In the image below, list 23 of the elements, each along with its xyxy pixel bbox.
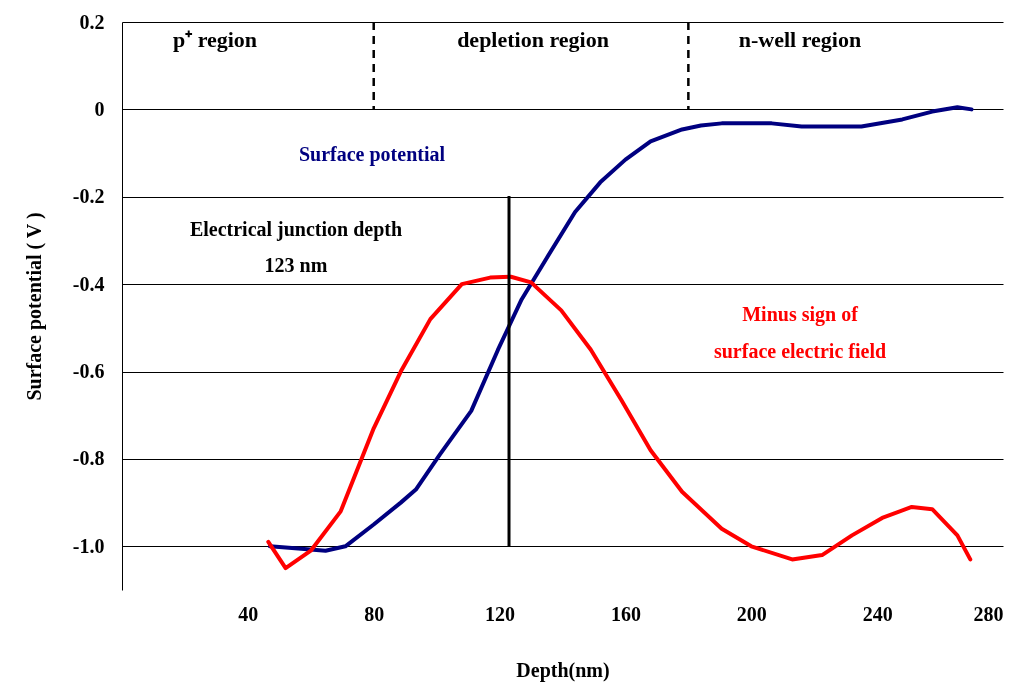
y-tick-label: -0.4 [72,272,105,295]
y-tick-label: -0.8 [72,447,105,470]
line-series [266,274,973,571]
x-tick-label: 200 [736,602,767,625]
x-tick-label: 40 [238,602,259,625]
x-tick-label: 280 [973,602,1004,625]
annotation: depletion region [457,27,609,52]
annotation: n-well region [738,27,862,52]
x-axis-title: Depth(nm) [516,658,610,682]
x-tick-label: 240 [862,602,893,625]
annotation: p⁺ region [172,27,258,52]
y-tick-label: -1.0 [72,534,105,557]
text: Surface potential [298,143,446,166]
x-tick-label: 160 [610,602,641,625]
y-tick-label: 0.2 [79,10,105,33]
y-tick-label: -0.6 [72,360,105,383]
ref-line-label: Electrical junction depth 123 nm [189,218,403,276]
x-tick-label: 120 [485,602,516,625]
text: Minus sign of surface electric field [713,303,887,362]
y-axis-title: Surface potential ( V ) [22,212,46,401]
y-tick-label: -0.2 [72,185,105,208]
x-tick-label: 80 [364,602,385,625]
y-tick-label: 0 [94,97,105,120]
